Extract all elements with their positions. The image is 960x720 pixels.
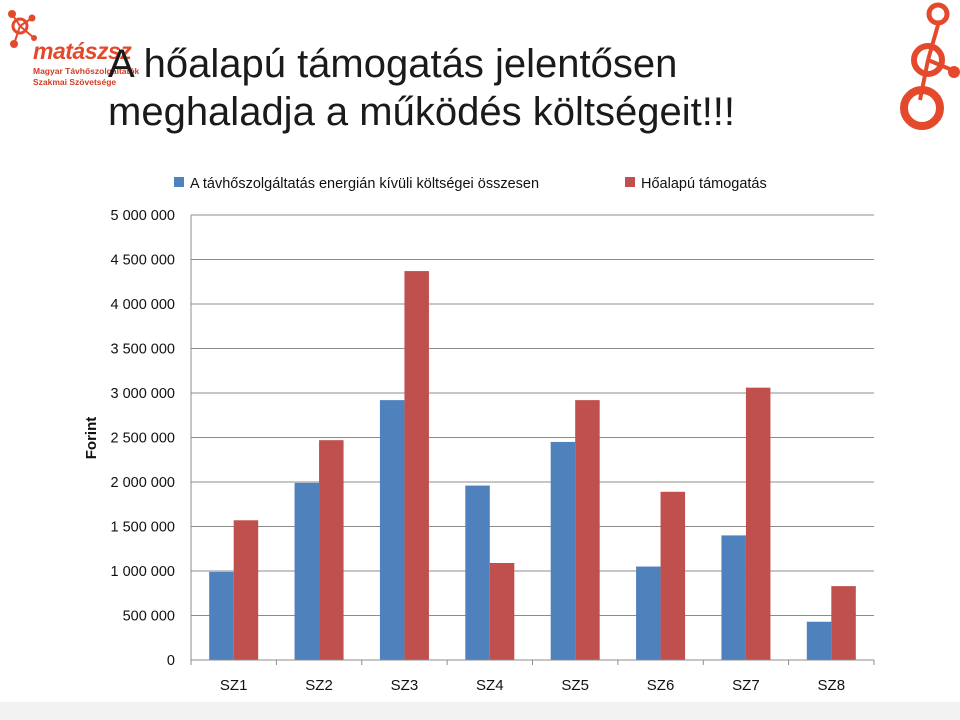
bar-costs [550,441,576,660]
y-tick-label: 3 500 000 [110,342,175,358]
logo-subtitle-2: Szakmai Szövetsége [33,77,117,87]
bar-costs [465,485,490,660]
bars [209,271,856,660]
title-line-1: A hőalapú támogatás jelentősen [108,42,678,86]
bar-costs [806,621,832,660]
bar-subsidy [233,520,259,660]
bar-costs [294,482,320,660]
footer-strip [0,702,960,720]
y-tick-label: 4 000 000 [110,297,175,313]
x-tick-label: SZ7 [732,677,760,694]
y-tick-label: 0 [167,653,175,669]
bar-subsidy [745,387,771,660]
x-tick-label: SZ8 [818,677,846,694]
bar-costs [209,571,234,660]
molecule-icon [8,10,37,48]
bar-costs [721,535,746,660]
y-tick-label: 5 000 000 [110,208,175,224]
bar-costs [379,400,405,660]
logo-wordmark: matászsz [33,38,132,64]
legend-label-costs: A távhőszolgáltatás energián kívüli költ… [190,176,540,192]
y-tick-label: 1 000 000 [110,564,175,580]
y-tick-label: 4 500 000 [110,253,175,269]
bar-costs [636,566,661,660]
title-line-2: meghaladja a működés költségeit!!! [108,90,736,134]
bar-subsidy [489,562,515,660]
x-tick-label: SZ5 [561,677,589,694]
logo-subtitle-1: Magyar Távhőszolgáltatók [33,66,140,76]
bar-subsidy [404,271,429,660]
molecule-decoration-icon [900,2,960,130]
bar-subsidy [319,440,344,660]
bar-subsidy [575,400,600,660]
x-tick-label: SZ2 [305,677,333,694]
y-tick-label: 2 500 000 [110,431,175,447]
y-tick-label: 1 500 000 [110,520,175,536]
axes: 0 500 000 1 000 000 1 500 000 2 000 000 2 500… [110,208,875,694]
matasz-logo: matászsz Magyar Távhőszolgáltatók Szakma… [0,0,150,105]
legend-label-subsidy: Hőalapú támogatás [641,176,767,192]
legend-swatch-costs [174,177,184,188]
x-tick-label: SZ4 [476,677,504,694]
bar-subsidy [831,586,856,660]
legend-item-costs: A távhőszolgáltatás energián kívüli költ… [174,176,539,194]
legend-swatch-subsidy [625,177,635,188]
y-tick-label: 3 000 000 [110,386,175,402]
y-tick-label: 500 000 [123,609,175,625]
y-axis-label: Forint [83,417,100,460]
x-tick-label: SZ6 [647,677,675,694]
y-tick-label: 2 000 000 [110,475,175,491]
x-tick-label: SZ1 [220,677,248,694]
legend-item-subsidy: Hőalapú támogatás [625,176,767,194]
gridlines [191,214,874,661]
x-tick-label: SZ3 [391,677,419,694]
bar-subsidy [660,491,686,660]
slide-title: A hőalapú támogatás jelentősen meghaladj… [108,40,898,136]
